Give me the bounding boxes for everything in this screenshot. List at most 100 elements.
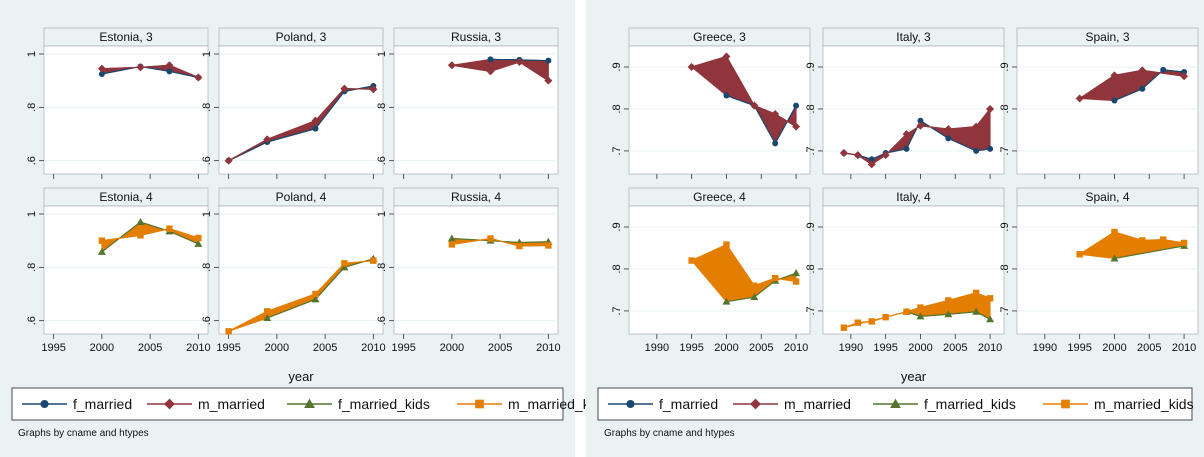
x-tick-label: 1995 xyxy=(391,342,415,354)
y-tick-label: .8 xyxy=(376,103,388,112)
square-marker-icon xyxy=(225,328,232,335)
y-tick-label: .6 xyxy=(26,156,38,165)
x-tick-label: 1990 xyxy=(839,342,863,354)
series-line xyxy=(267,258,374,319)
circle-marker-icon xyxy=(1181,69,1188,76)
square-marker-icon xyxy=(341,260,348,267)
x-tick-label: 2010 xyxy=(536,342,560,354)
circle-marker-icon xyxy=(917,117,924,124)
legend-label: f_married_kids xyxy=(338,396,430,412)
square-marker-icon xyxy=(370,257,377,264)
diamond-marker-icon xyxy=(687,62,696,71)
y-tick-label: .8 xyxy=(611,104,623,113)
series-line xyxy=(101,65,199,79)
circle-marker-icon xyxy=(166,68,173,75)
square-marker-icon xyxy=(312,290,319,298)
square-marker-icon xyxy=(516,242,523,250)
panel-title: Estonia, 4 xyxy=(99,190,153,204)
series-m_married xyxy=(839,104,995,169)
panel-title: Greece, 4 xyxy=(693,190,746,204)
y-tick-label: 1 xyxy=(376,211,388,217)
x-tick-label: 2010 xyxy=(186,342,210,354)
diamond-marker-icon xyxy=(750,101,759,110)
y-tick-label: .8 xyxy=(999,104,1011,113)
legend-item-m_married_kids: m_married_kids xyxy=(1043,396,1194,412)
series-m_married_kids xyxy=(840,289,994,331)
square-marker-icon xyxy=(723,241,730,248)
diamond-marker-icon xyxy=(792,122,801,131)
diamond-marker-icon xyxy=(902,130,911,139)
x-tick-label: 2000 xyxy=(714,342,738,354)
square-marker-icon xyxy=(840,324,848,331)
square-marker-icon xyxy=(986,295,994,302)
panel-2: Italy, 3 .7 .8 .9 xyxy=(805,27,1005,179)
square-marker-icon xyxy=(448,241,456,248)
triangle-marker-icon xyxy=(304,398,315,409)
legend-label: f_married xyxy=(73,396,132,412)
diamond-marker-icon xyxy=(972,122,981,131)
legend-label: f_married xyxy=(659,396,718,412)
y-tick-label: .9 xyxy=(611,62,623,71)
square-marker-icon xyxy=(264,308,271,315)
x-tick-label: 1995 xyxy=(41,342,65,354)
graphs-by-note: Graphs by cname and htypes xyxy=(604,428,735,439)
series-f_married xyxy=(1111,66,1188,104)
diamond-marker-icon xyxy=(916,121,925,130)
square-marker-icon xyxy=(882,314,889,321)
circle-marker-icon xyxy=(772,140,779,147)
y-tick-label: 1 xyxy=(201,51,213,57)
panel-title: Russia, 4 xyxy=(451,190,501,204)
x-tick-label: 1995 xyxy=(679,342,703,354)
series-m_married xyxy=(687,52,801,131)
x-tick-label: 2000 xyxy=(908,342,932,354)
y-tick-label: .8 xyxy=(201,103,213,112)
x-tick-label: 2005 xyxy=(749,342,773,354)
y-tick-label: .6 xyxy=(376,316,388,325)
panel-1: Greece, 3 .7 .8 .9 xyxy=(611,27,811,179)
x-axis-title: year xyxy=(901,369,927,384)
panel-title: Spain, 4 xyxy=(1085,190,1129,204)
triangle-marker-icon xyxy=(447,234,456,242)
panel-title: Poland, 3 xyxy=(276,30,327,44)
x-tick-label: 1990 xyxy=(1033,342,1057,354)
y-tick-label: .9 xyxy=(805,62,817,71)
triangle-marker-icon xyxy=(1110,254,1119,262)
plot-area xyxy=(822,205,1005,335)
panel-1: Estonia, 3 .6 .8 1 xyxy=(26,27,209,179)
panel-3: Spain, 3 .7 .8 .9 xyxy=(999,27,1199,179)
x-tick-label: 2000 xyxy=(1102,342,1126,354)
x-tick-label: 1995 xyxy=(1067,342,1091,354)
square-marker-icon xyxy=(195,234,202,242)
panel-2: Poland, 3 .6 .8 1 xyxy=(201,27,384,179)
x-tick-label: 2010 xyxy=(1172,342,1196,354)
series-line xyxy=(726,272,797,303)
y-tick-label: .8 xyxy=(999,264,1011,273)
plot-area xyxy=(218,45,384,175)
diamond-marker-icon xyxy=(515,58,524,66)
legend-item-m_married_kids: m_married_kids xyxy=(457,396,608,412)
x-tick-label: 2010 xyxy=(361,342,385,354)
y-tick-label: .6 xyxy=(201,316,213,325)
plot-area xyxy=(822,45,1005,175)
diamond-marker-icon xyxy=(164,398,175,410)
legend-item-f_married_kids: f_married_kids xyxy=(287,396,430,412)
diamond-marker-icon xyxy=(771,109,780,118)
square-marker-icon xyxy=(1159,236,1167,243)
legend-label: m_married_kids xyxy=(1094,396,1194,412)
series-f_married xyxy=(840,117,994,163)
circle-marker-icon xyxy=(903,145,910,152)
diamond-marker-icon xyxy=(750,398,761,410)
square-marker-icon xyxy=(792,278,800,285)
square-marker-icon xyxy=(1139,237,1146,244)
diamond-marker-icon xyxy=(986,104,995,113)
x-tick-label: 1990 xyxy=(645,342,669,354)
diamond-marker-icon xyxy=(881,151,890,160)
triangle-marker-icon xyxy=(722,297,731,305)
triangle-marker-icon xyxy=(136,218,145,225)
diamond-marker-icon xyxy=(1138,66,1147,75)
diamond-marker-icon xyxy=(263,135,272,144)
triangle-marker-icon xyxy=(194,239,203,247)
circle-marker-icon xyxy=(626,399,635,409)
y-tick-label: .7 xyxy=(999,306,1011,315)
diamond-marker-icon xyxy=(194,73,203,82)
